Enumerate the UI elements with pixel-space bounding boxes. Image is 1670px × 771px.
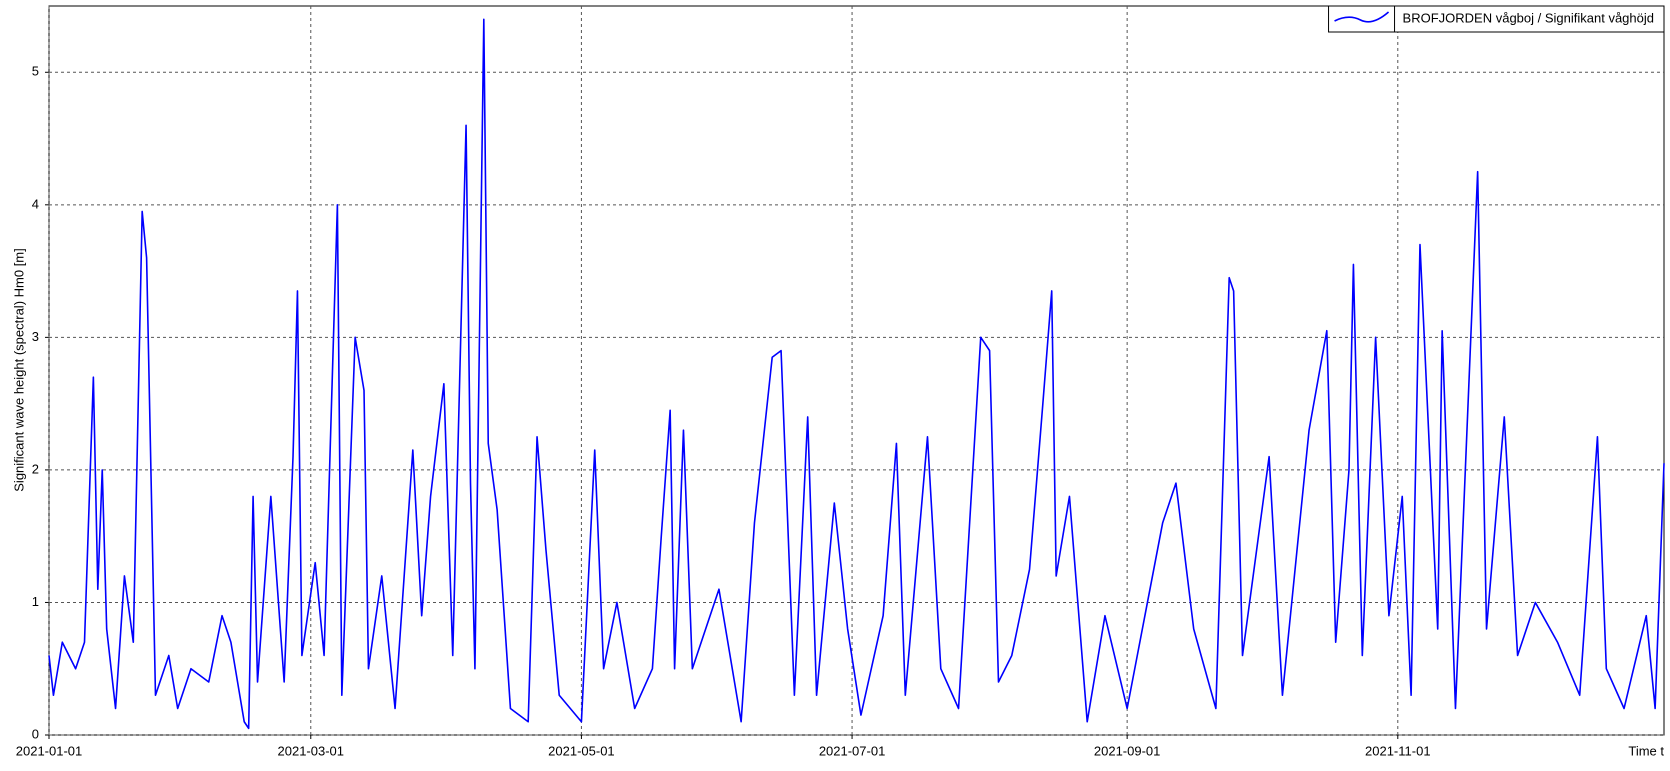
y-axis-label: Significant wave height (spectral) Hm0 [… [11, 248, 26, 491]
legend-box [1328, 5, 1665, 33]
y-tick-label: 1 [32, 594, 39, 609]
y-tick-label: 0 [32, 726, 39, 741]
x-tick-label: 2021-09-01 [1094, 743, 1161, 758]
y-tick-label: 2 [32, 461, 39, 476]
legend-label: BROFJORDEN vågboj / Signifikant våghöjd [1403, 10, 1654, 25]
y-tick-label: 3 [32, 329, 39, 344]
data-line [48, 18, 1665, 730]
x-tick-label: 2021-05-01 [548, 743, 615, 758]
legend: BROFJORDEN vågboj / Signifikant våghöjd [1328, 5, 1665, 33]
x-tick-label: 2021-07-01 [819, 743, 886, 758]
x-tick-label: 2021-03-01 [278, 743, 345, 758]
y-tick-label: 4 [32, 196, 39, 211]
plot-frame [48, 5, 1665, 736]
x-axis-label: Time t [1628, 743, 1664, 758]
legend-swatch [1334, 11, 1390, 23]
x-tick-label: 2021-01-01 [16, 743, 83, 758]
x-tick-label: 2021-11-01 [1365, 743, 1431, 758]
y-tick-label: 5 [32, 64, 39, 79]
